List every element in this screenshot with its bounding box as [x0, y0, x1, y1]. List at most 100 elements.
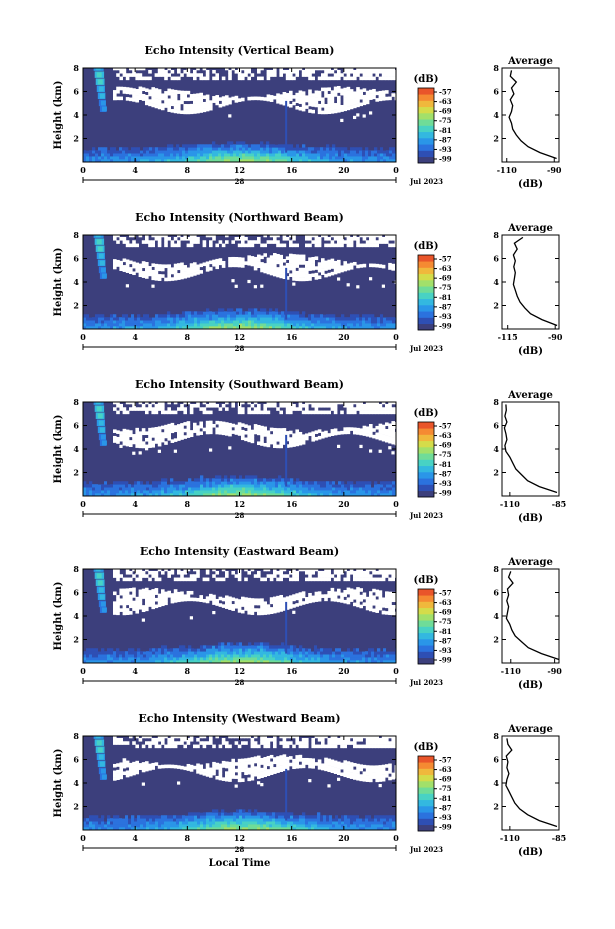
heatmap-cell — [131, 481, 135, 485]
heatmap-cell — [177, 591, 181, 596]
heatmap-cell — [308, 73, 312, 77]
heatmap-cell — [389, 484, 393, 488]
heatmap-cell — [157, 68, 162, 71]
heatmap-cell — [140, 651, 144, 655]
heatmap-cell — [276, 270, 280, 275]
heatmap-cell — [138, 76, 143, 81]
heatmap-cell — [356, 657, 360, 661]
heatmap-cell — [333, 594, 338, 599]
heatmap-cell — [269, 487, 273, 491]
heatmap-cell — [145, 587, 149, 592]
heatmap-cell — [152, 150, 156, 154]
heatmap-cell — [340, 105, 344, 109]
heatmap-cell — [314, 490, 318, 494]
heatmap-cell — [164, 240, 168, 244]
heatmap-cell — [149, 487, 153, 491]
heatmap-cell — [365, 314, 369, 318]
heatmap-cell — [386, 323, 390, 327]
heatmap-cell — [209, 448, 213, 452]
heatmap-cell — [359, 402, 363, 405]
heatmap-cell — [395, 484, 396, 488]
heatmap-cell — [329, 320, 333, 324]
heatmap-cell — [200, 314, 204, 318]
heatmap-cell — [281, 311, 285, 315]
heatmap-cell — [292, 594, 296, 598]
heatmap-cell — [381, 236, 386, 241]
heatmap-cell — [132, 451, 136, 455]
heatmap-cell — [212, 311, 216, 315]
heatmap-cell — [218, 308, 222, 312]
colorbar-segment — [418, 305, 434, 312]
heatmap-cell — [196, 569, 200, 572]
heatmap-cell — [125, 410, 130, 415]
heatmap-cell — [116, 741, 120, 745]
heatmap-cell — [135, 744, 139, 749]
heatmap-cell — [260, 493, 264, 496]
heatmap-cell — [350, 648, 354, 652]
heatmap-cell — [158, 156, 162, 160]
heatmap-cell — [311, 654, 315, 658]
heatmap-cell — [278, 320, 282, 324]
heatmap-cell — [110, 314, 114, 318]
heatmap-cell — [394, 441, 396, 446]
heatmap-cell — [125, 429, 130, 434]
heatmap-cell — [356, 153, 360, 157]
heatmap-cell — [333, 68, 338, 71]
heatmap-cell — [183, 594, 187, 599]
heatmap-cell — [199, 96, 203, 100]
heatmap-cell — [380, 314, 384, 318]
heatmap-cell — [388, 569, 392, 572]
heatmap-cell — [167, 153, 171, 157]
heatmap-cell — [359, 76, 363, 81]
heatmap-cell — [279, 402, 283, 405]
heatmap-cell — [89, 153, 93, 157]
heatmap-cell — [154, 604, 159, 609]
heatmap-cell — [362, 69, 367, 74]
heatmap-cell — [326, 648, 330, 652]
heatmap-cell — [205, 577, 210, 582]
x-tick-label: 0 — [80, 165, 86, 175]
heatmap-cell — [140, 654, 144, 658]
heatmap-cell — [128, 487, 132, 491]
heatmap-cell — [179, 484, 183, 488]
heatmap-cell — [276, 93, 280, 97]
heatmap-cell — [245, 147, 249, 151]
heatmap-cell — [385, 594, 389, 599]
heatmap-cell — [241, 260, 245, 265]
heatmap-cell — [378, 68, 383, 71]
heatmap-cell — [279, 604, 283, 609]
heatmap-cell — [278, 648, 282, 652]
heatmap-cell — [167, 433, 171, 438]
heatmap-cell — [245, 150, 249, 154]
heatmap-cell — [239, 144, 243, 148]
heatmap-cell — [125, 284, 129, 288]
heatmap-cell — [305, 600, 309, 604]
heatmap-cell — [311, 260, 315, 264]
heatmap-cell — [242, 648, 246, 652]
heatmap-cell — [186, 236, 191, 241]
heatmap-cell — [388, 423, 392, 428]
heatmap-cell — [138, 570, 143, 575]
heatmap-cell — [323, 317, 327, 321]
heatmap-cell — [193, 426, 197, 430]
heatmap-cell — [151, 100, 155, 104]
heatmap-cell — [230, 645, 234, 649]
heatmap-cell — [248, 320, 252, 324]
colorbar-segment — [418, 113, 434, 120]
heatmap-cell — [173, 493, 177, 496]
heatmap-cell — [146, 326, 150, 329]
heatmap-cell — [278, 487, 282, 491]
heatmap-cell — [119, 434, 123, 439]
heatmap-cell — [356, 403, 360, 408]
heatmap-cell — [338, 320, 342, 324]
heatmap-cell — [203, 314, 207, 318]
heatmap-cell — [83, 481, 87, 485]
heatmap-cell — [338, 493, 342, 496]
heatmap-cell — [107, 484, 111, 488]
heatmap-cell — [119, 76, 123, 81]
colorbar-segment — [418, 273, 434, 281]
heatmap-cell — [292, 433, 296, 438]
heatmap-cell — [154, 235, 159, 238]
heatmap-cell — [349, 92, 354, 97]
